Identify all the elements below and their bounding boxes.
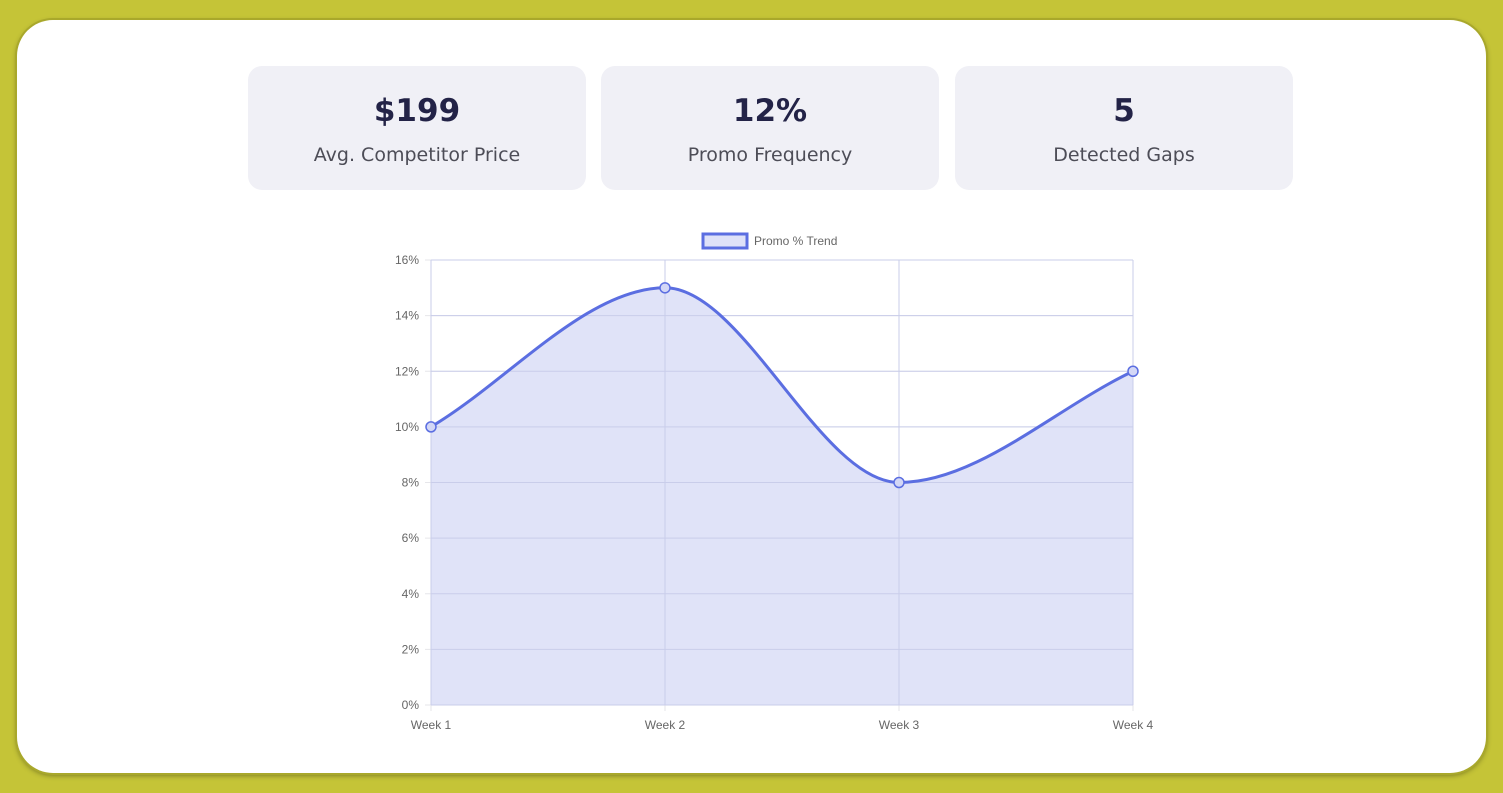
stat-label: Promo Frequency <box>687 144 853 166</box>
y-tick-label: 8% <box>402 476 420 490</box>
y-tick-label: 10% <box>395 420 419 434</box>
y-tick-label: 14% <box>395 309 419 323</box>
x-tick-label: Week 4 <box>1113 718 1154 732</box>
y-tick-label: 16% <box>395 253 419 267</box>
legend-swatch <box>701 232 749 250</box>
x-tick-label: Week 2 <box>645 718 686 732</box>
series-line <box>430 286 1134 484</box>
stat-value: 12% <box>732 93 808 129</box>
stat-card-promo-frequency: 12% Promo Frequency <box>601 66 939 190</box>
y-tick-label: 4% <box>402 587 420 601</box>
data-point <box>893 476 905 489</box>
data-point <box>425 421 437 433</box>
data-point <box>659 282 671 294</box>
y-tick-label: 6% <box>402 531 420 545</box>
legend-label: Promo % Trend <box>754 234 837 248</box>
data-point <box>1127 365 1139 377</box>
stat-value: 5 <box>1113 93 1135 129</box>
y-tick-label: 12% <box>395 364 419 378</box>
stat-value: $199 <box>373 93 461 129</box>
stat-card-avg-price: $199 Avg. Competitor Price <box>248 66 586 190</box>
y-tick-label: 2% <box>402 642 420 656</box>
y-tick-label: 0% <box>402 698 420 712</box>
promo-trend-chart: 0% 2% 4% 6% 8% 10% 12% 14% 16% Week 1 Week 2 Week 3… <box>395 232 1154 732</box>
x-tick-label: Week 1 <box>411 718 452 732</box>
stat-label: Avg. Competitor Price <box>313 144 521 166</box>
stat-label: Detected Gaps <box>1053 144 1195 166</box>
stat-card-detected-gaps: 5 Detected Gaps <box>955 66 1293 190</box>
x-tick-label: Week 3 <box>879 718 920 732</box>
series-area-fill <box>431 287 1133 705</box>
dashboard-panel: $199 Avg. Competitor Price 12% Promo Fre… <box>17 20 1486 773</box>
